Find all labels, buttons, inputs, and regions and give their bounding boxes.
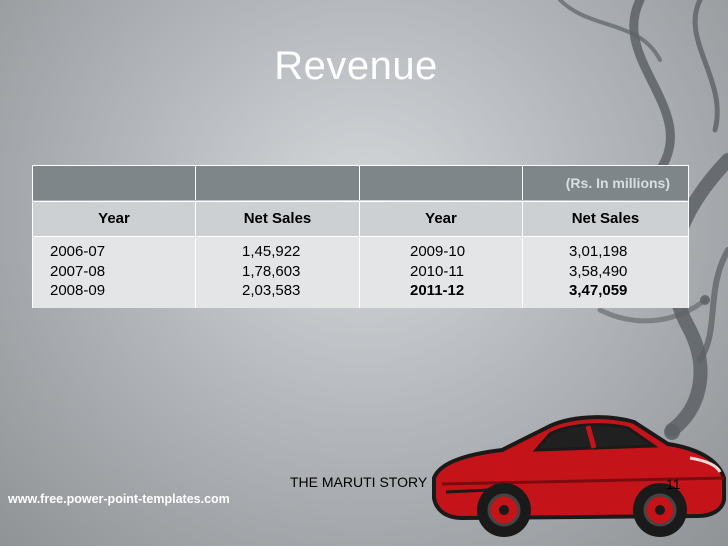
red-car-illustration [432, 415, 726, 537]
page-number: 11 [666, 476, 681, 492]
sales-cell: 1,78,603 [242, 262, 301, 280]
header-year-1: Year [98, 210, 130, 227]
header-net-sales-1: Net Sales [243, 210, 312, 227]
sales-cell: 3,01,198 [569, 243, 628, 260]
year-cell-highlight: 2011-12 [410, 282, 465, 299]
header-year-2: Year [425, 210, 457, 227]
sales-cell: 2,03,583 [242, 282, 301, 299]
sales-cell: 3,58,490 [569, 262, 628, 280]
table-data-row: 2006-07 2007-08 2008-09 1,45,922 1,78,60… [33, 236, 688, 308]
year-cell: 2006-07 [50, 243, 106, 260]
year-cell: 2008-09 [50, 282, 106, 299]
sales-cell: 1,45,922 [242, 243, 301, 260]
year-cell: 2007-08 [50, 262, 106, 280]
revenue-table: (Rs. In millions) Year Net Sales Year Ne… [32, 165, 689, 308]
year-cell: 2010-11 [410, 262, 464, 280]
slide-title: Revenue [274, 44, 438, 88]
footer-title: THE MARUTI STORY [290, 474, 428, 490]
column-header-row: Year Net Sales Year Net Sales [33, 201, 688, 236]
website-link[interactable]: www.free.power-point-templates.com [8, 492, 230, 506]
year-cell: 2009-10 [410, 243, 466, 260]
unit-note: (Rs. In millions) [565, 175, 670, 191]
unit-header-row: (Rs. In millions) [33, 166, 688, 200]
sales-cell-highlight: 3,47,059 [569, 282, 628, 299]
header-net-sales-2: Net Sales [571, 210, 640, 227]
